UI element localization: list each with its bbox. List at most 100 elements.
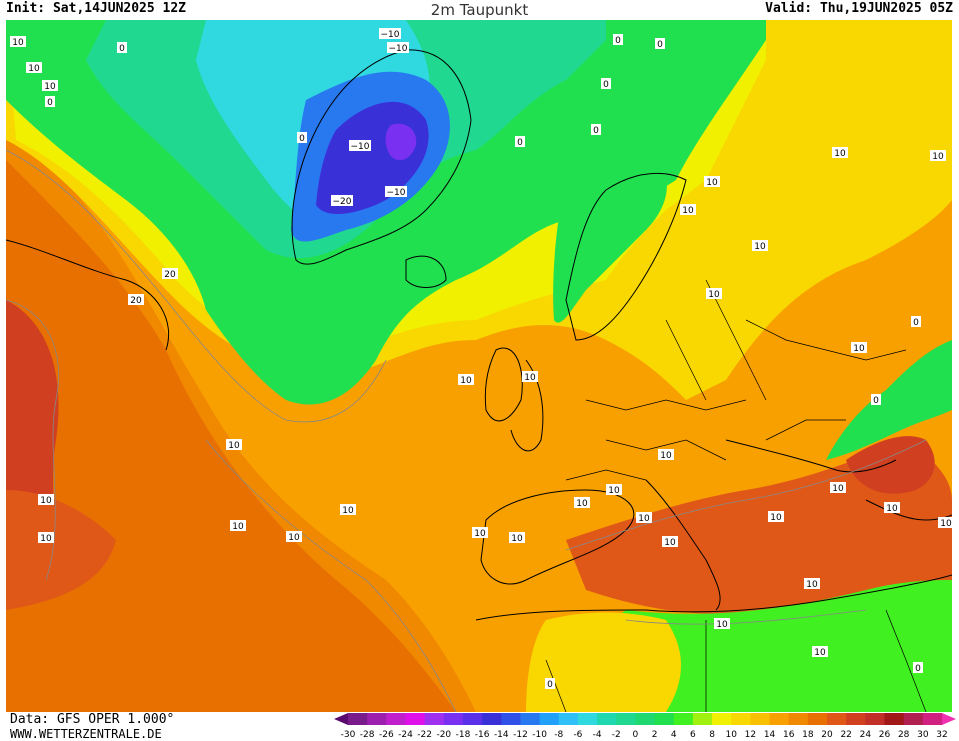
contour-label: 0 [117,42,127,54]
contour-label: 10 [768,511,784,523]
svg-text:−10: −10 [351,142,370,152]
legend-swatch [558,713,579,725]
contour-label: 10 [930,150,946,162]
legend-swatch [692,713,713,725]
legend-swatch [348,713,368,725]
legend-swatch [597,713,617,725]
legend-swatch [712,713,732,725]
contour-label: 0 [871,394,881,406]
legend-arrow-left [334,713,348,725]
contour-label: 0 [913,662,923,674]
legend-tick-label: -28 [360,730,375,740]
svg-text:10: 10 [806,580,818,590]
legend-tick-label: -24 [398,730,413,740]
legend-tick-label: 2 [652,730,658,740]
legend-swatch [807,713,828,725]
svg-text:10: 10 [12,38,24,48]
contour-label: 10 [636,512,652,524]
svg-text:10: 10 [524,373,536,383]
header-bar: Init: Sat,14JUN2025 12Z 2m Taupunkt Vali… [0,0,959,20]
dewpoint-map: 10 0 10 10 0 0 0 −10 −10 −10 −20 −10 0 0 0 0 10 10 10 10 10 2… [6,20,952,712]
svg-text:10: 10 [940,519,952,529]
svg-text:0: 0 [873,396,879,406]
legend-tick-label: 30 [917,730,929,740]
contour-label: 10 [714,618,730,630]
svg-text:10: 10 [832,484,844,494]
legend-tick-label: 0 [633,730,639,740]
legend-swatch [865,713,886,725]
svg-text:10: 10 [814,648,826,658]
svg-text:10: 10 [664,538,676,548]
data-source-label: Data: GFS OPER 1.000° [10,712,175,727]
svg-text:0: 0 [299,134,305,144]
legend-tick-label: -14 [494,730,509,740]
legend-swatch [827,713,847,725]
svg-text:10: 10 [44,82,56,92]
contour-label: 10 [680,204,696,216]
field-purple-greenland [385,123,417,161]
svg-text:10: 10 [708,290,720,300]
svg-text:0: 0 [517,138,523,148]
legend-tick-label: -26 [379,730,394,740]
svg-text:20: 20 [164,270,176,280]
legend-swatch [577,713,598,725]
contour-label: 10 [938,517,952,529]
svg-text:10: 10 [608,486,620,496]
svg-text:10: 10 [682,206,694,216]
legend-tick-label: 20 [821,730,833,740]
legend-tick-label: -16 [475,730,490,740]
contour-label: 10 [658,449,674,461]
svg-text:10: 10 [932,152,944,162]
contour-label: 10 [662,536,678,548]
legend-swatch [482,713,502,725]
contour-label: 0 [655,38,665,50]
svg-text:10: 10 [638,514,650,524]
legend-tick-label: 6 [690,730,696,740]
legend-swatch [654,713,675,725]
contour-label: −10 [379,28,401,40]
legend-tick-label: 14 [764,730,776,740]
contour-label: 10 [704,176,720,188]
legend-swatch [616,713,636,725]
contour-label: 10 [884,502,900,514]
contour-label: 10 [42,80,58,92]
footer-bar: Data: GFS OPER 1.000° WWW.WETTERZENTRALE… [0,712,959,741]
legend-swatch [539,713,560,725]
svg-text:−10: −10 [389,44,408,54]
svg-text:10: 10 [40,534,52,544]
legend-arrow-right [942,713,956,725]
legend-tick-label: 24 [860,730,872,740]
legend-swatch [769,713,790,725]
svg-text:0: 0 [603,80,609,90]
contour-labels: 10 0 10 10 0 0 0 −10 −10 −10 −20 −10 0 0 0 0 10 10 10 10 10 2… [10,28,952,690]
legend-tick-label: 28 [898,730,910,740]
svg-text:0: 0 [913,318,919,328]
contour-label: 10 [830,482,846,494]
svg-text:10: 10 [834,149,846,159]
svg-text:0: 0 [593,126,599,136]
contour-label: −10 [349,140,371,152]
contour-label: 10 [851,342,867,354]
legend-swatch [443,713,464,725]
contour-label: 0 [515,136,525,148]
legend-tick-label: 32 [936,730,947,740]
legend-swatch [788,713,809,725]
legend-swatch [846,713,866,725]
valid-time: Valid: Thu,19JUN2025 05Z [765,1,953,16]
svg-text:10: 10 [886,504,898,514]
svg-text:0: 0 [915,664,921,674]
svg-text:10: 10 [754,242,766,252]
contour-label: 10 [522,371,538,383]
svg-text:20: 20 [130,296,142,306]
legend-swatch [462,713,483,725]
legend-tick-label: 18 [802,730,814,740]
svg-text:−20: −20 [333,197,352,207]
color-legend: -30 -28 -26 -24 -22 -20 -18 -16 -14 -12 -10 -8 -6 -4-… [334,713,956,740]
contour-label: 10 [458,374,474,386]
svg-text:10: 10 [228,441,240,451]
contour-label: 10 [10,36,26,48]
contour-label: 10 [752,240,768,252]
legend-swatch [884,713,905,725]
contour-label: 0 [545,678,555,690]
legend-swatch [903,713,924,725]
